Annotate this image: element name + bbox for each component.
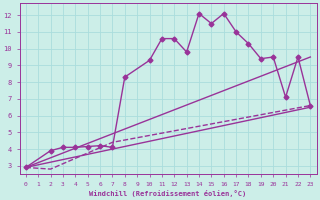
X-axis label: Windchill (Refroidissement éolien,°C): Windchill (Refroidissement éolien,°C)	[90, 190, 247, 197]
